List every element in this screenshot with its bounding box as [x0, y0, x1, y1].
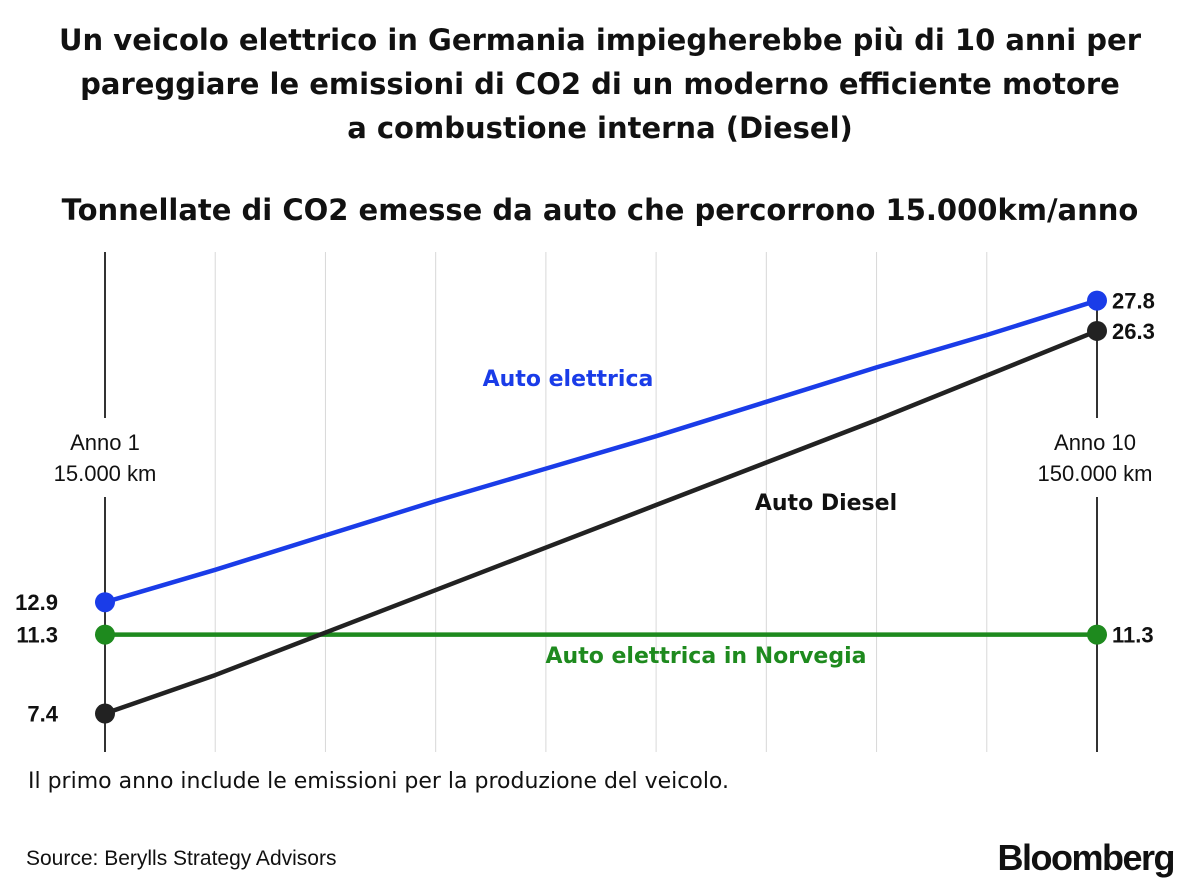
title-line-2: pareggiare le emissioni di CO2 di un mod… — [80, 67, 1120, 101]
footnote: Il primo anno include le emissioni per l… — [28, 769, 730, 794]
bloomberg-logo: Bloomberg — [997, 837, 1175, 878]
start-year-label: Anno 1 — [70, 430, 140, 455]
diesel-end-value-label: 26.3 — [1112, 319, 1155, 344]
electric-line — [104, 298, 1098, 605]
diesel-line — [104, 328, 1098, 716]
norway-series-name: Auto elettrica in Norvegia — [546, 644, 867, 669]
diesel-start-point — [95, 703, 115, 724]
source-note: Source: Berylls Strategy Advisors — [26, 847, 337, 870]
electric-series-name: Auto elettrica — [483, 367, 654, 392]
electric-start-point — [95, 592, 115, 613]
title-line-1: Un veicolo elettrico in Germania impiegh… — [59, 23, 1141, 57]
diesel-start-value-label: 7.4 — [27, 702, 58, 727]
chart-title: Un veicolo elettrico in Germania impiegh… — [0, 18, 1200, 150]
norway-end-value-label: 11.3 — [1112, 623, 1154, 648]
norway-start-point — [95, 624, 115, 645]
end-km-label: 150.000 km — [1038, 461, 1153, 486]
chart-subtitle: Tonnellate di CO2 emesse da auto che per… — [61, 193, 1139, 227]
electric-start-value-label: 12.9 — [15, 590, 58, 615]
diesel-series-name: Auto Diesel — [755, 491, 897, 516]
end-year-label: Anno 10 — [1054, 430, 1136, 455]
diesel-end-point — [1087, 320, 1107, 341]
electric-end-value-label: 27.8 — [1112, 289, 1155, 314]
start-km-label: 15.000 km — [54, 461, 157, 486]
norway-start-value-label: 11.3 — [16, 623, 58, 648]
electric-end-point — [1087, 290, 1107, 311]
title-line-3: a combustione interna (Diesel) — [347, 111, 853, 145]
norway-end-point — [1087, 624, 1107, 645]
